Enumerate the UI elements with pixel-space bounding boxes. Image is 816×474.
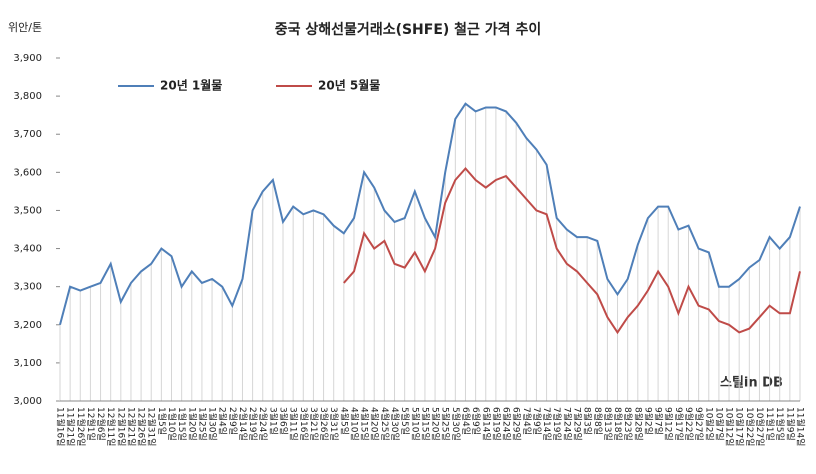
x-tick-label: 5월15일	[419, 407, 431, 441]
x-tick-label: 11월21일	[65, 407, 77, 446]
x-tick-label: 11월14일	[795, 407, 807, 446]
x-tick-label: 12월16일	[115, 407, 127, 446]
y-axis-label: 위안/톤	[8, 21, 42, 34]
series-line	[343, 166, 801, 335]
x-tick-label: 5월10일	[409, 407, 421, 441]
x-tick-label: 8월28일	[632, 407, 644, 441]
x-tick-label: 7월29일	[571, 407, 583, 441]
x-tick-label: 9월2일	[642, 407, 654, 435]
x-tick-label: 4월15일	[359, 407, 371, 441]
x-tick-label: 11월1일	[764, 407, 776, 441]
x-tick-label: 4월25일	[379, 407, 391, 441]
x-tick-label: 7월14일	[541, 407, 553, 441]
x-tick-label: 1월15일	[176, 407, 188, 441]
watermark: 스틸in DB	[720, 376, 783, 391]
x-tick-label: 12월1일	[85, 407, 97, 441]
x-tick-label: 5월20일	[430, 407, 442, 441]
x-tick-label: 7월4일	[521, 407, 533, 435]
y-tick-label: 3,300	[13, 282, 42, 293]
x-tick-label: 3월1일	[267, 407, 279, 435]
x-tick-label: 8월23일	[622, 407, 634, 441]
x-tick-label: 4월20일	[369, 407, 381, 441]
x-tick-label: 8월8일	[592, 407, 604, 435]
x-tick-label: 7월19일	[551, 407, 563, 441]
x-tick-label: 2월4일	[217, 407, 229, 435]
x-tick-label: 10월27일	[754, 407, 766, 446]
x-tick-label: 1월25일	[196, 407, 208, 441]
x-tick-label: 10월17일	[734, 407, 746, 446]
x-tick-label: 9월7일	[653, 407, 665, 435]
x-tick-label: 2월14일	[237, 407, 249, 441]
x-tick-label: 6월4일	[460, 407, 472, 435]
x-tick-label: 2월24일	[257, 407, 269, 441]
x-tick-label: 6월9일	[470, 407, 482, 435]
x-tick-label: 9월12일	[663, 407, 675, 441]
y-tick-label: 3,600	[13, 167, 42, 178]
x-tick-label: 1월30일	[207, 407, 219, 441]
x-tick-label: 12월26일	[136, 407, 148, 446]
x-tick-label: 6월29일	[511, 407, 523, 441]
x-tick-label: 12월31일	[146, 407, 158, 446]
x-tick-label: 5월25일	[440, 407, 452, 441]
x-tick-label: 7월24일	[561, 407, 573, 441]
x-tick-label: 2월9일	[227, 407, 239, 435]
x-tick-label: 3월21일	[308, 407, 320, 441]
x-tick-label: 8월18일	[612, 407, 624, 441]
y-tick-label: 3,800	[13, 91, 42, 102]
y-tick-label: 3,900	[13, 53, 42, 64]
x-tick-label: 12월11일	[105, 407, 117, 446]
x-tick-label: 9월27일	[693, 407, 705, 441]
chart-title: 중국 상해선물거래소(SHFE) 철근 가격 추이	[275, 21, 541, 38]
x-tick-label: 8월3일	[582, 407, 594, 435]
y-tick-label: 3,700	[13, 129, 42, 140]
y-tick-label: 3,100	[13, 358, 42, 369]
x-tick-label: 6월19일	[490, 407, 502, 441]
series-line	[59, 102, 801, 326]
x-tick-label: 4월5일	[338, 407, 350, 435]
y-tick-label: 3,400	[13, 244, 42, 255]
y-tick-label: 3,000	[13, 396, 42, 407]
x-tick-label: 11월9일	[784, 407, 796, 441]
x-tick-label: 11월26일	[75, 407, 87, 446]
x-tick-label: 10월2일	[703, 407, 715, 441]
x-tick-label: 4월10일	[348, 407, 360, 441]
x-tick-label: 6월14일	[480, 407, 492, 441]
x-tick-label: 8월13일	[602, 407, 614, 441]
y-tick-label: 3,500	[13, 205, 42, 216]
x-tick-label: 1월5일	[156, 407, 168, 435]
x-tick-label: 11월5일	[774, 407, 786, 441]
x-tick-label: 10월22일	[744, 407, 756, 446]
y-tick-label: 3,200	[13, 320, 42, 331]
x-tick-label: 3월6일	[278, 407, 290, 435]
x-tick-label: 10월12일	[724, 407, 736, 446]
x-tick-label: 10월7일	[713, 407, 725, 441]
x-tick-label: 1월20일	[186, 407, 198, 441]
x-tick-label: 1월10일	[166, 407, 178, 441]
legend-label: 20년 1월물	[160, 78, 222, 93]
x-tick-label: 3월26일	[318, 407, 330, 441]
x-tick-label: 3월16일	[298, 407, 310, 441]
x-tick-label: 5월30일	[450, 407, 462, 441]
x-tick-label: 3월31일	[328, 407, 340, 441]
legend-label: 20년 5월물	[318, 78, 380, 93]
x-tick-label: 11월16일	[55, 407, 67, 446]
x-tick-label: 4월30일	[389, 407, 401, 441]
x-tick-label: 5월5일	[399, 407, 411, 435]
x-tick-label: 9월22일	[683, 407, 695, 441]
x-tick-label: 2월19일	[247, 407, 259, 441]
x-tick-label: 12월21일	[125, 407, 137, 446]
x-tick-label: 6월24일	[501, 407, 513, 441]
x-tick-label: 3월11일	[288, 407, 300, 441]
x-tick-label: 12월6일	[95, 407, 107, 441]
x-tick-label: 7월9일	[531, 407, 543, 435]
x-tick-label: 9월17일	[673, 407, 685, 441]
